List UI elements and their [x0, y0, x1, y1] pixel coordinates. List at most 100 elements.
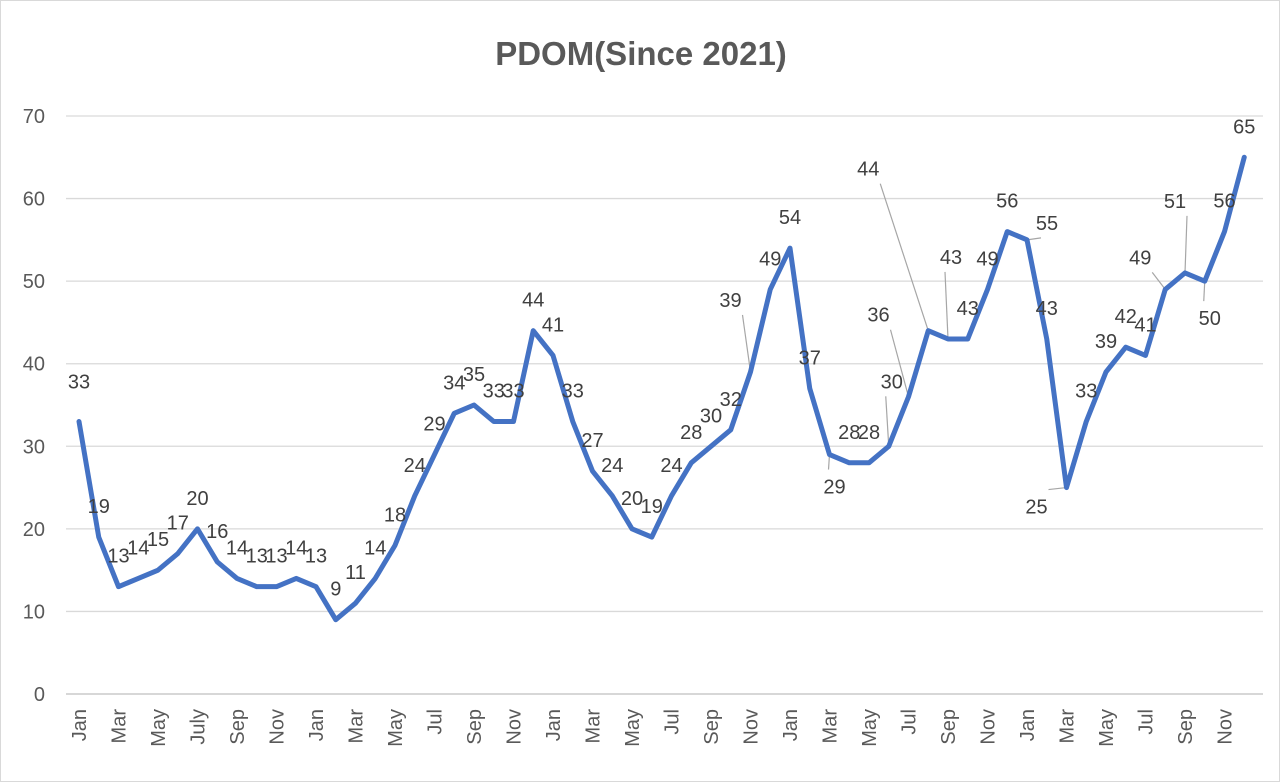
x-tick-label: Mar	[1057, 709, 1079, 744]
data-label: 16	[206, 521, 228, 543]
leader-line	[741, 314, 752, 373]
leader-line	[1151, 272, 1166, 290]
data-label: 29	[823, 477, 845, 499]
data-label: 43	[940, 247, 962, 269]
data-label: 24	[601, 455, 623, 477]
data-label: 33	[502, 381, 524, 403]
data-label: 32	[720, 389, 742, 411]
y-tick-label: 70	[23, 106, 45, 128]
data-label: 28	[838, 422, 860, 444]
x-tick-label: Jan	[1017, 709, 1039, 741]
x-tick-label: Sep	[938, 709, 960, 745]
data-label: 17	[167, 513, 189, 535]
x-tick-label: Sep	[701, 709, 723, 745]
data-label: 33	[68, 372, 90, 394]
x-tick-label: July	[188, 709, 210, 745]
x-tick-label: Nov	[267, 709, 289, 745]
x-tick-label: Jul	[899, 709, 921, 735]
y-tick-label: 0	[34, 684, 45, 706]
data-labels: 3319131415172016141313141391114182429343…	[68, 116, 1255, 620]
y-tick-label: 20	[23, 519, 45, 541]
x-tick-label: Mar	[346, 709, 368, 744]
data-label: 33	[483, 381, 505, 403]
y-tick-label: 10	[23, 601, 45, 623]
data-label: 49	[759, 248, 781, 270]
gridlines	[66, 115, 1263, 695]
data-label: 44	[857, 159, 879, 181]
data-label: 35	[463, 364, 485, 386]
data-label: 43	[957, 298, 979, 320]
x-tick-label: Mar	[820, 709, 842, 744]
x-tick-label: Jan	[69, 709, 91, 741]
data-label: 15	[147, 529, 169, 551]
data-label: 36	[867, 305, 889, 327]
leader-lines	[741, 183, 1206, 491]
leader-line	[1203, 281, 1206, 302]
data-label: 41	[542, 314, 564, 336]
data-label: 56	[1213, 191, 1235, 213]
data-label: 30	[881, 371, 903, 393]
y-tick-label: 50	[23, 271, 45, 293]
data-label: 41	[1134, 314, 1156, 336]
data-label: 14	[364, 537, 386, 559]
data-label: 50	[1199, 308, 1221, 330]
x-axis: Jan Mar May July Sep Nov Jan Mar May Jul Sep Nov Jan…	[69, 709, 1237, 747]
data-label: 29	[423, 414, 445, 436]
data-label: 55	[1036, 213, 1058, 235]
data-label: 20	[186, 488, 208, 510]
data-label: 13	[107, 546, 129, 568]
data-label: 25	[1025, 497, 1047, 519]
data-label: 49	[1129, 247, 1151, 269]
leader-line	[1184, 215, 1188, 273]
data-label: 49	[976, 248, 998, 270]
data-label: 39	[719, 290, 741, 312]
leader-line	[889, 329, 910, 397]
x-tick-label: Sep	[1175, 709, 1197, 745]
x-tick-label: May	[148, 709, 170, 747]
data-label: 43	[1036, 298, 1058, 320]
data-label: 30	[700, 405, 722, 427]
data-label: 24	[404, 455, 426, 477]
data-label: 11	[345, 562, 366, 584]
x-tick-label: Jan	[543, 709, 565, 741]
leader-line	[944, 271, 949, 339]
data-label: 13	[305, 546, 327, 568]
data-label: 14	[127, 537, 149, 559]
x-tick-label: Nov	[1215, 709, 1237, 745]
leader-line	[1048, 486, 1067, 491]
leader-line	[885, 396, 890, 447]
data-label: 13	[265, 546, 287, 568]
data-label: 20	[621, 488, 643, 510]
data-label: 14	[285, 537, 307, 559]
x-tick-label: Jul	[1136, 709, 1158, 735]
x-tick-label: Jan	[306, 709, 328, 741]
x-tick-label: Jan	[780, 709, 802, 741]
y-axis: 0 10 20 30 40 50 60 70	[23, 106, 45, 706]
data-label: 65	[1233, 116, 1255, 138]
x-tick-label: May	[385, 709, 407, 747]
x-tick-label: May	[1096, 709, 1118, 747]
data-label: 28	[680, 422, 702, 444]
x-tick-label: Nov	[741, 709, 763, 745]
chart-title: PDOM(Since 2021)	[495, 35, 787, 72]
leader-line	[879, 183, 929, 331]
data-label: 14	[226, 537, 248, 559]
data-label: 19	[88, 496, 110, 518]
x-tick-label: Nov	[504, 709, 526, 745]
data-label: 44	[522, 290, 544, 312]
data-label: 24	[660, 455, 682, 477]
pdom-series-line	[76, 154, 1247, 623]
data-label: 56	[996, 191, 1018, 213]
data-label: 54	[779, 207, 801, 229]
data-label: 33	[1075, 381, 1097, 403]
data-label: 37	[799, 347, 821, 369]
y-tick-label: 60	[23, 189, 45, 211]
data-label: 28	[858, 422, 880, 444]
x-tick-label: Mar	[583, 709, 605, 744]
x-tick-label: Jul	[662, 709, 684, 735]
data-label: 18	[384, 504, 406, 526]
x-tick-label: Nov	[978, 709, 1000, 745]
data-label: 9	[330, 579, 341, 601]
data-label: 19	[641, 496, 663, 518]
